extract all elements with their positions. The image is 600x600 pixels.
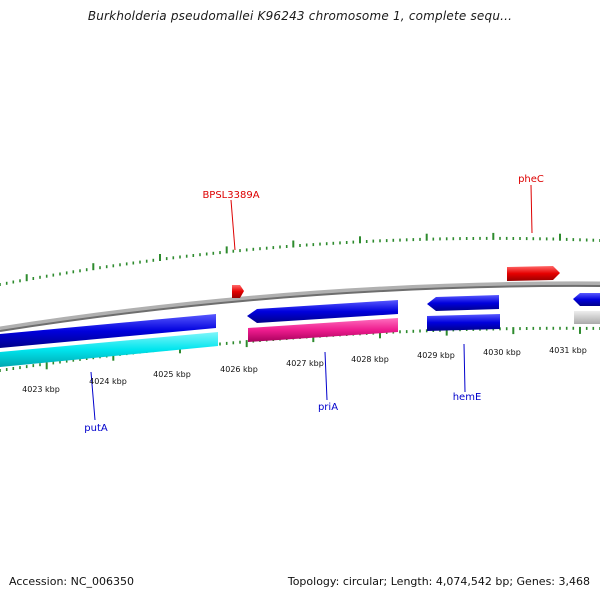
map-title: Burkholderia pseudomallei K96243 chromos… [87,9,513,23]
scale-label-4026: 4026 kbp [220,365,258,374]
cds-pria-bar[interactable] [248,318,398,342]
gene-label-puta: putA [84,423,108,434]
scale-label-4027: 4027 kbp [286,359,324,368]
label-line-pria [324,351,328,401]
scale-label-4025: 4025 kbp [153,370,191,379]
accession-text: Accession: NC_006350 [9,575,135,588]
label-line-heme [463,343,466,393]
gene-bpsl3389a-arrow[interactable] [232,285,244,298]
cds-heme-bar[interactable] [427,314,500,331]
gene-unlabeled-arrow[interactable] [573,293,600,306]
cds-puta-bar[interactable] [0,332,218,367]
label-line-phec [530,184,533,234]
scale-label-4031: 4031 kbp [549,346,587,355]
scale-label-4030: 4030 kbp [483,348,521,357]
gene-label-pria: priA [318,402,338,413]
gene-label-heme: hemE [453,392,482,403]
cds-grey-bar[interactable] [574,311,600,324]
scale-label-4024: 4024 kbp [89,377,127,386]
gene-pria-arrow[interactable] [247,300,398,323]
gene-heme-arrow[interactable] [427,295,499,311]
chromosome-backbone [0,281,600,332]
label-line-puta [90,371,96,421]
gene-label-bpsl3389a: BPSL3389A [202,190,259,201]
gene-label-phec: pheC [518,174,544,185]
scale-label-4029: 4029 kbp [417,351,455,360]
upper-tick-ring [0,232,600,286]
label-line-bpsl3389a [230,199,236,251]
scale-label-4028: 4028 kbp [351,355,389,364]
chromosome-backbone-shadow [0,284,600,332]
scale-label-4023: 4023 kbp [22,385,60,394]
genome-stats-text: Topology: circular; Length: 4,074,542 bp… [287,575,590,588]
gene-puta-arrow[interactable] [0,314,216,348]
gene-phec-arrow[interactable] [507,266,560,281]
